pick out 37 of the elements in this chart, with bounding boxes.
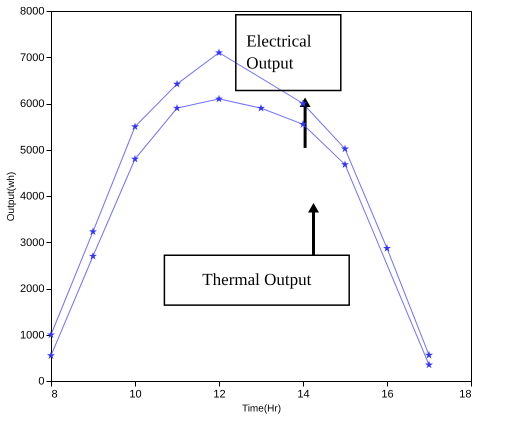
- point: [89, 227, 97, 235]
- point: [425, 350, 433, 358]
- y-tick-label: 1000: [20, 329, 44, 342]
- y-tick-label: 5000: [20, 144, 44, 156]
- point: [131, 122, 139, 130]
- x-axis-title: Time(Hr): [242, 404, 282, 414]
- x-tick-label: 12: [213, 388, 226, 400]
- point: [47, 330, 55, 338]
- y-tick-label: 7000: [20, 52, 44, 64]
- point: [173, 80, 181, 88]
- point: [341, 160, 349, 168]
- point: [257, 104, 265, 112]
- annotation: Thermal Output: [202, 270, 312, 290]
- y-tick-label: 8000: [20, 6, 44, 18]
- point: [299, 120, 307, 128]
- y-axis-title: Output(wh): [6, 172, 18, 222]
- x-tick-label: 16: [381, 388, 394, 400]
- y-tick-label: 2000: [20, 283, 44, 295]
- point: [89, 252, 97, 260]
- point: [383, 244, 391, 252]
- y-tick-label: 3000: [20, 236, 44, 249]
- annotation: Electrical Output: [246, 32, 312, 73]
- point: [215, 48, 223, 56]
- x-tick-label: 18: [459, 388, 472, 400]
- point: [425, 360, 433, 368]
- x-tick-label: 8: [52, 388, 58, 400]
- point: [47, 351, 55, 359]
- x-tick-label: 14: [297, 388, 310, 400]
- y-tick-label: 6000: [20, 98, 44, 110]
- point: [341, 144, 349, 152]
- point: [173, 104, 181, 112]
- y-tick-label: 4000: [20, 190, 44, 202]
- x-tick-label: 10: [129, 388, 142, 400]
- point: [131, 154, 139, 162]
- y-tick-label: 0: [38, 376, 44, 388]
- point: [215, 94, 223, 102]
- point: [299, 99, 307, 107]
